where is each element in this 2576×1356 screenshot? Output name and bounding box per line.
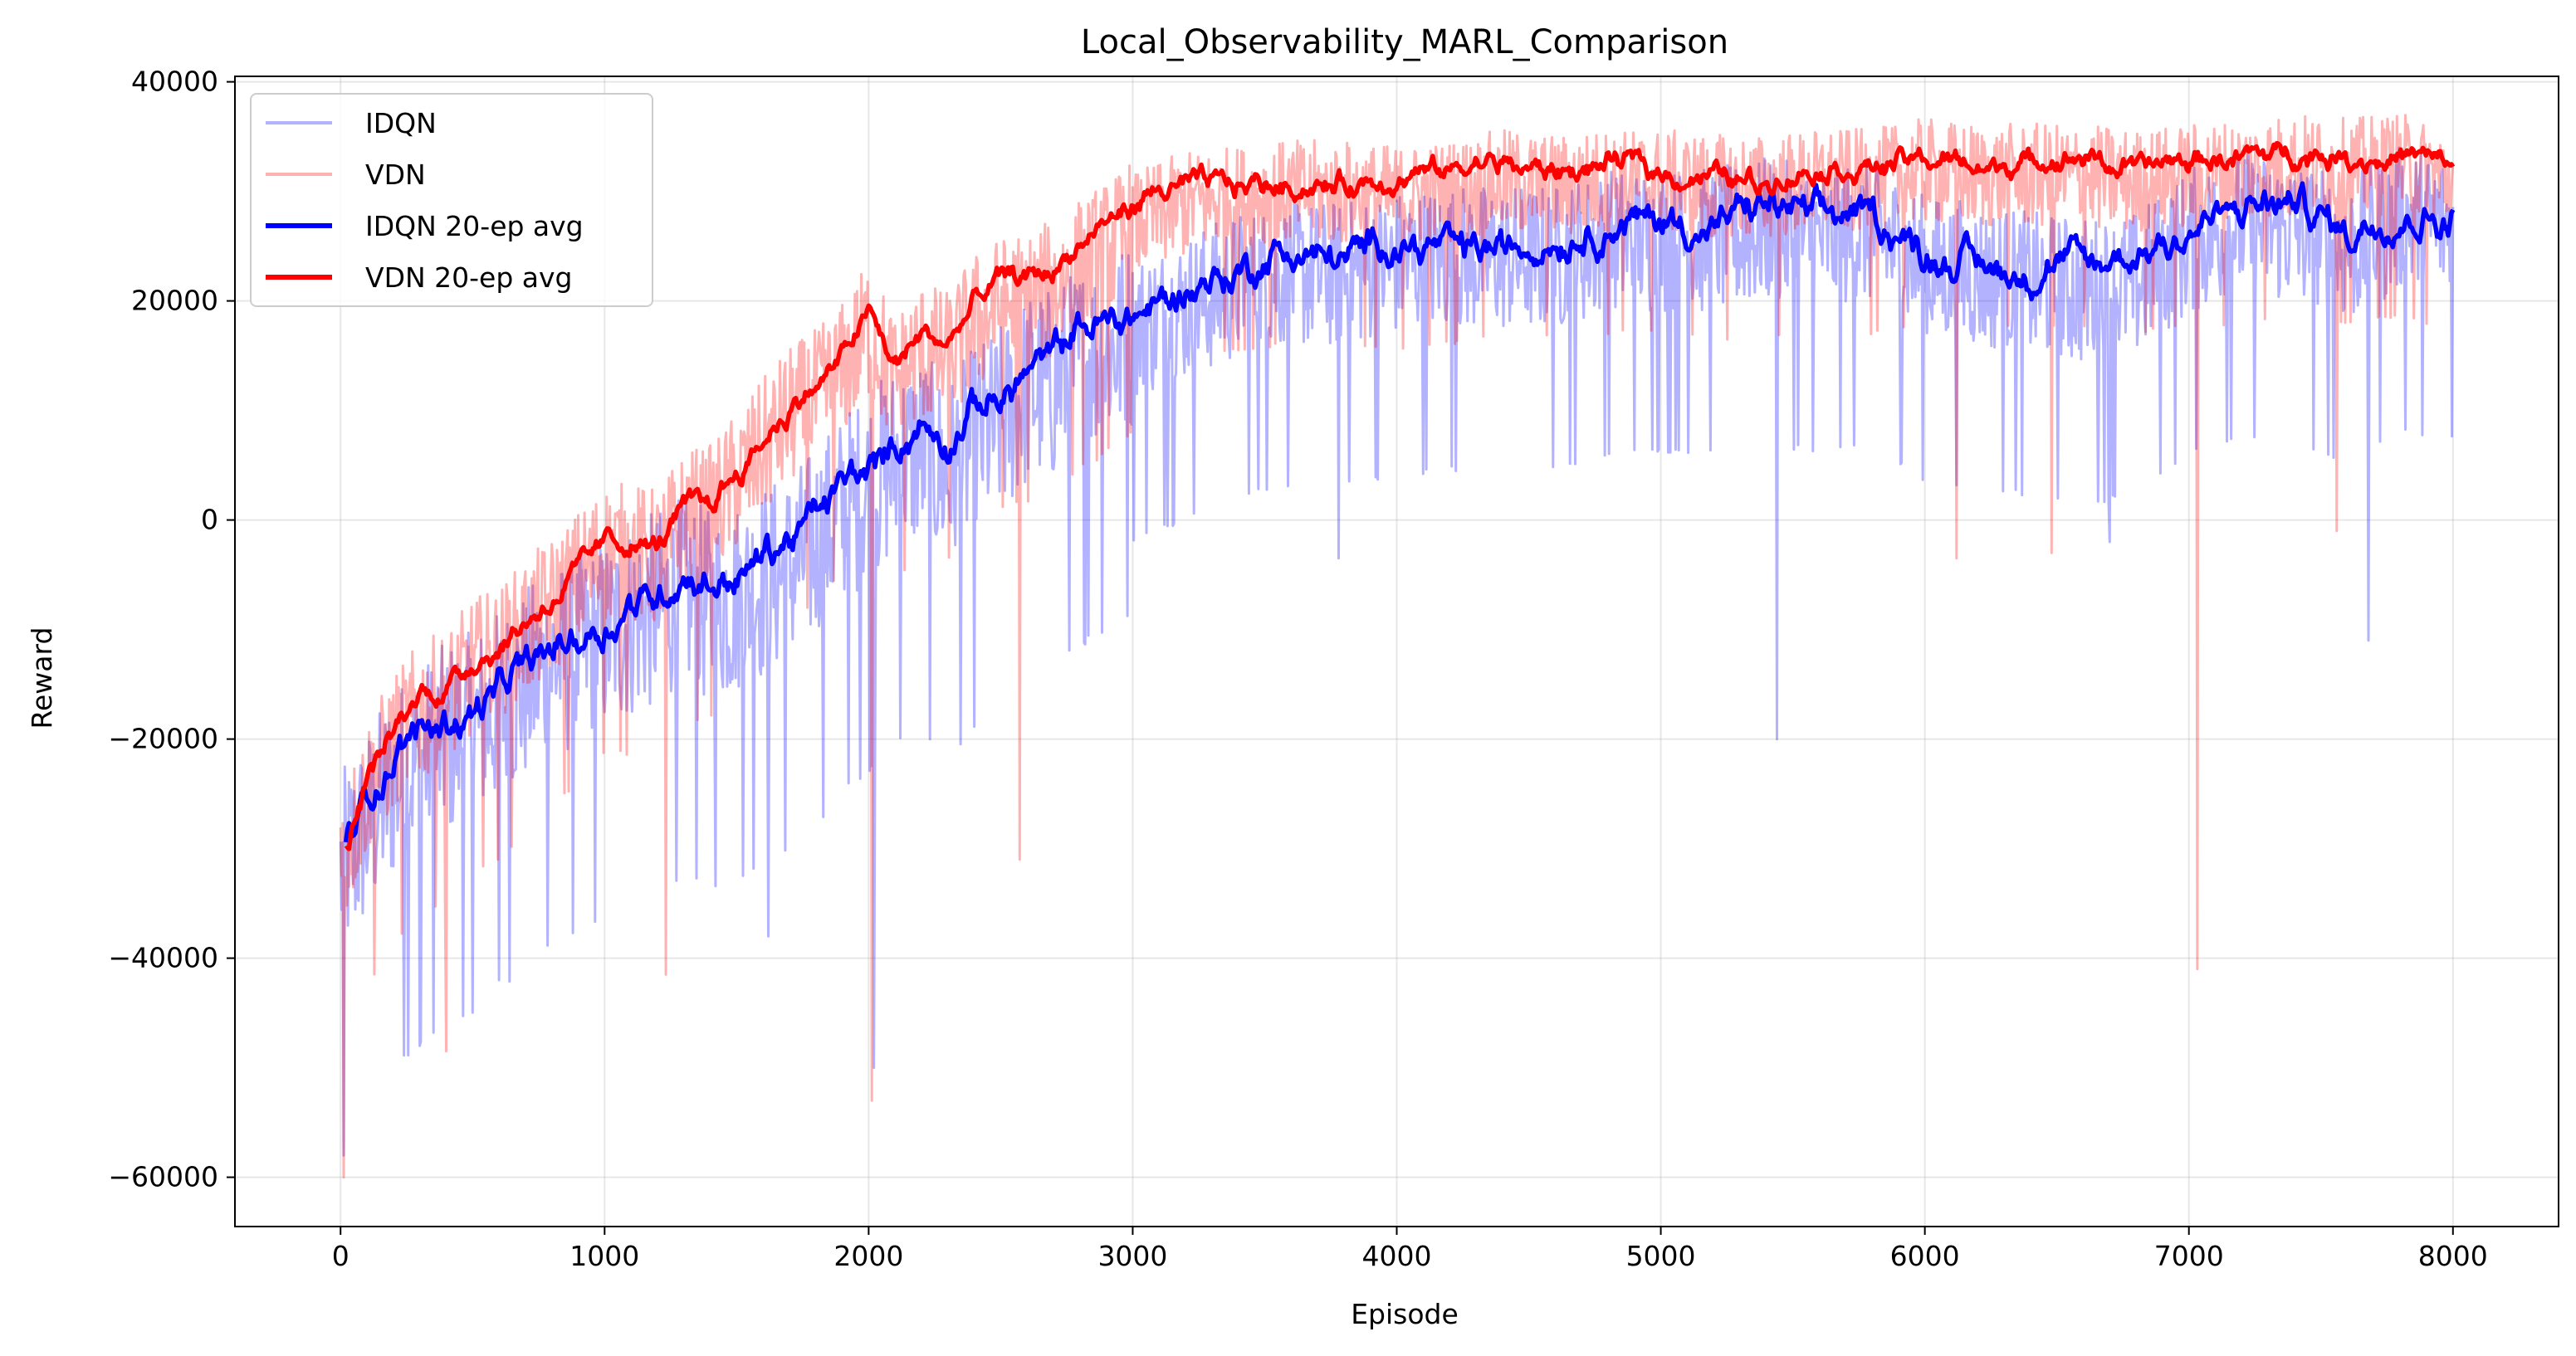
y-axis-title: Reward (26, 627, 58, 729)
legend-label: IDQN (365, 107, 437, 139)
y-tick-label: 40000 (131, 66, 218, 98)
chart-title: Local_Observability_MARL_Comparison (1081, 23, 1728, 61)
x-tick-label: 3000 (1097, 1240, 1167, 1272)
y-tick-label: 0 (201, 504, 218, 536)
legend-label: VDN 20-ep avg (365, 261, 573, 294)
grid-lines (235, 76, 2559, 1227)
x-axis-title: Episode (1351, 1298, 1459, 1330)
x-tick-label: 0 (332, 1240, 349, 1272)
x-tick-label: 4000 (1362, 1240, 1432, 1272)
x-tick-label: 2000 (833, 1240, 903, 1272)
x-tick-label: 7000 (2154, 1240, 2224, 1272)
series-line-vdn (339, 114, 2455, 1179)
legend-box (250, 93, 653, 307)
series-line-idqn-20-ep-avg (343, 181, 2456, 843)
legend-label: VDN (365, 159, 426, 191)
legend-label: IDQN 20-ep avg (365, 210, 584, 242)
x-tick-label: 5000 (1626, 1240, 1696, 1272)
y-tick-label: −40000 (108, 942, 218, 974)
legend: IDQN VDN IDQN 20-ep avg VDN 20-ep avg (250, 93, 653, 307)
y-tick-label: −60000 (108, 1161, 218, 1193)
series-line-vdn-20-ep-avg (344, 140, 2456, 851)
x-tick-label: 6000 (1890, 1240, 1960, 1272)
y-tick-label: 20000 (131, 285, 218, 317)
x-tick-label: 1000 (569, 1240, 639, 1272)
series-layer (339, 114, 2456, 1179)
axes: 0 1000 2000 3000 4000 5000 6000 7000 8000 −60000 −… (108, 66, 2559, 1272)
x-tick-label: 8000 (2418, 1240, 2488, 1272)
y-tick-label: −20000 (108, 723, 218, 755)
